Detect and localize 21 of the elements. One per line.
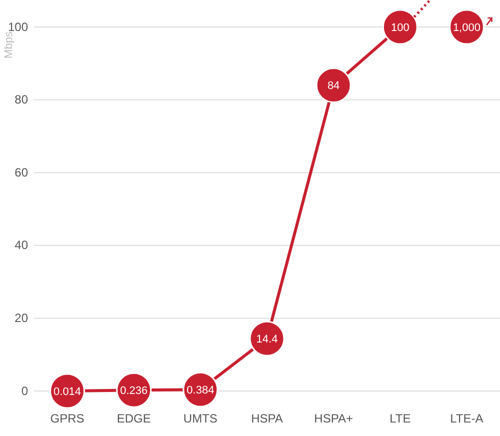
annotation: 1,000 [452,22,480,34]
x-tick-label: UMTS [183,412,218,426]
data-label: 0.384 [186,384,214,397]
y-tick-label: 20 [14,311,28,326]
point [316,68,352,103]
y-tick-label: 60 [14,165,28,180]
x-tick-label: LTE-A [450,412,484,426]
y-tick-label: 0 [21,384,28,398]
y-tick-label: 80 [14,92,28,107]
data-label: 14.4 [256,334,278,346]
data-label: 0.236 [120,385,148,398]
data-label: 84 [327,80,340,92]
x-tick-label: GPRS [50,412,84,426]
data-label: 0.014 [54,386,82,398]
x-tick-label: EDGE [116,412,151,426]
x-tick-label: HSPA+ [314,412,353,426]
y-tick-label: 40 [14,238,28,252]
data-label: 100 [390,22,410,34]
y-axis-title: Mbps [3,31,15,58]
x-tick-label: HSPA [251,412,283,426]
x-tick-label: LTE [390,412,411,426]
